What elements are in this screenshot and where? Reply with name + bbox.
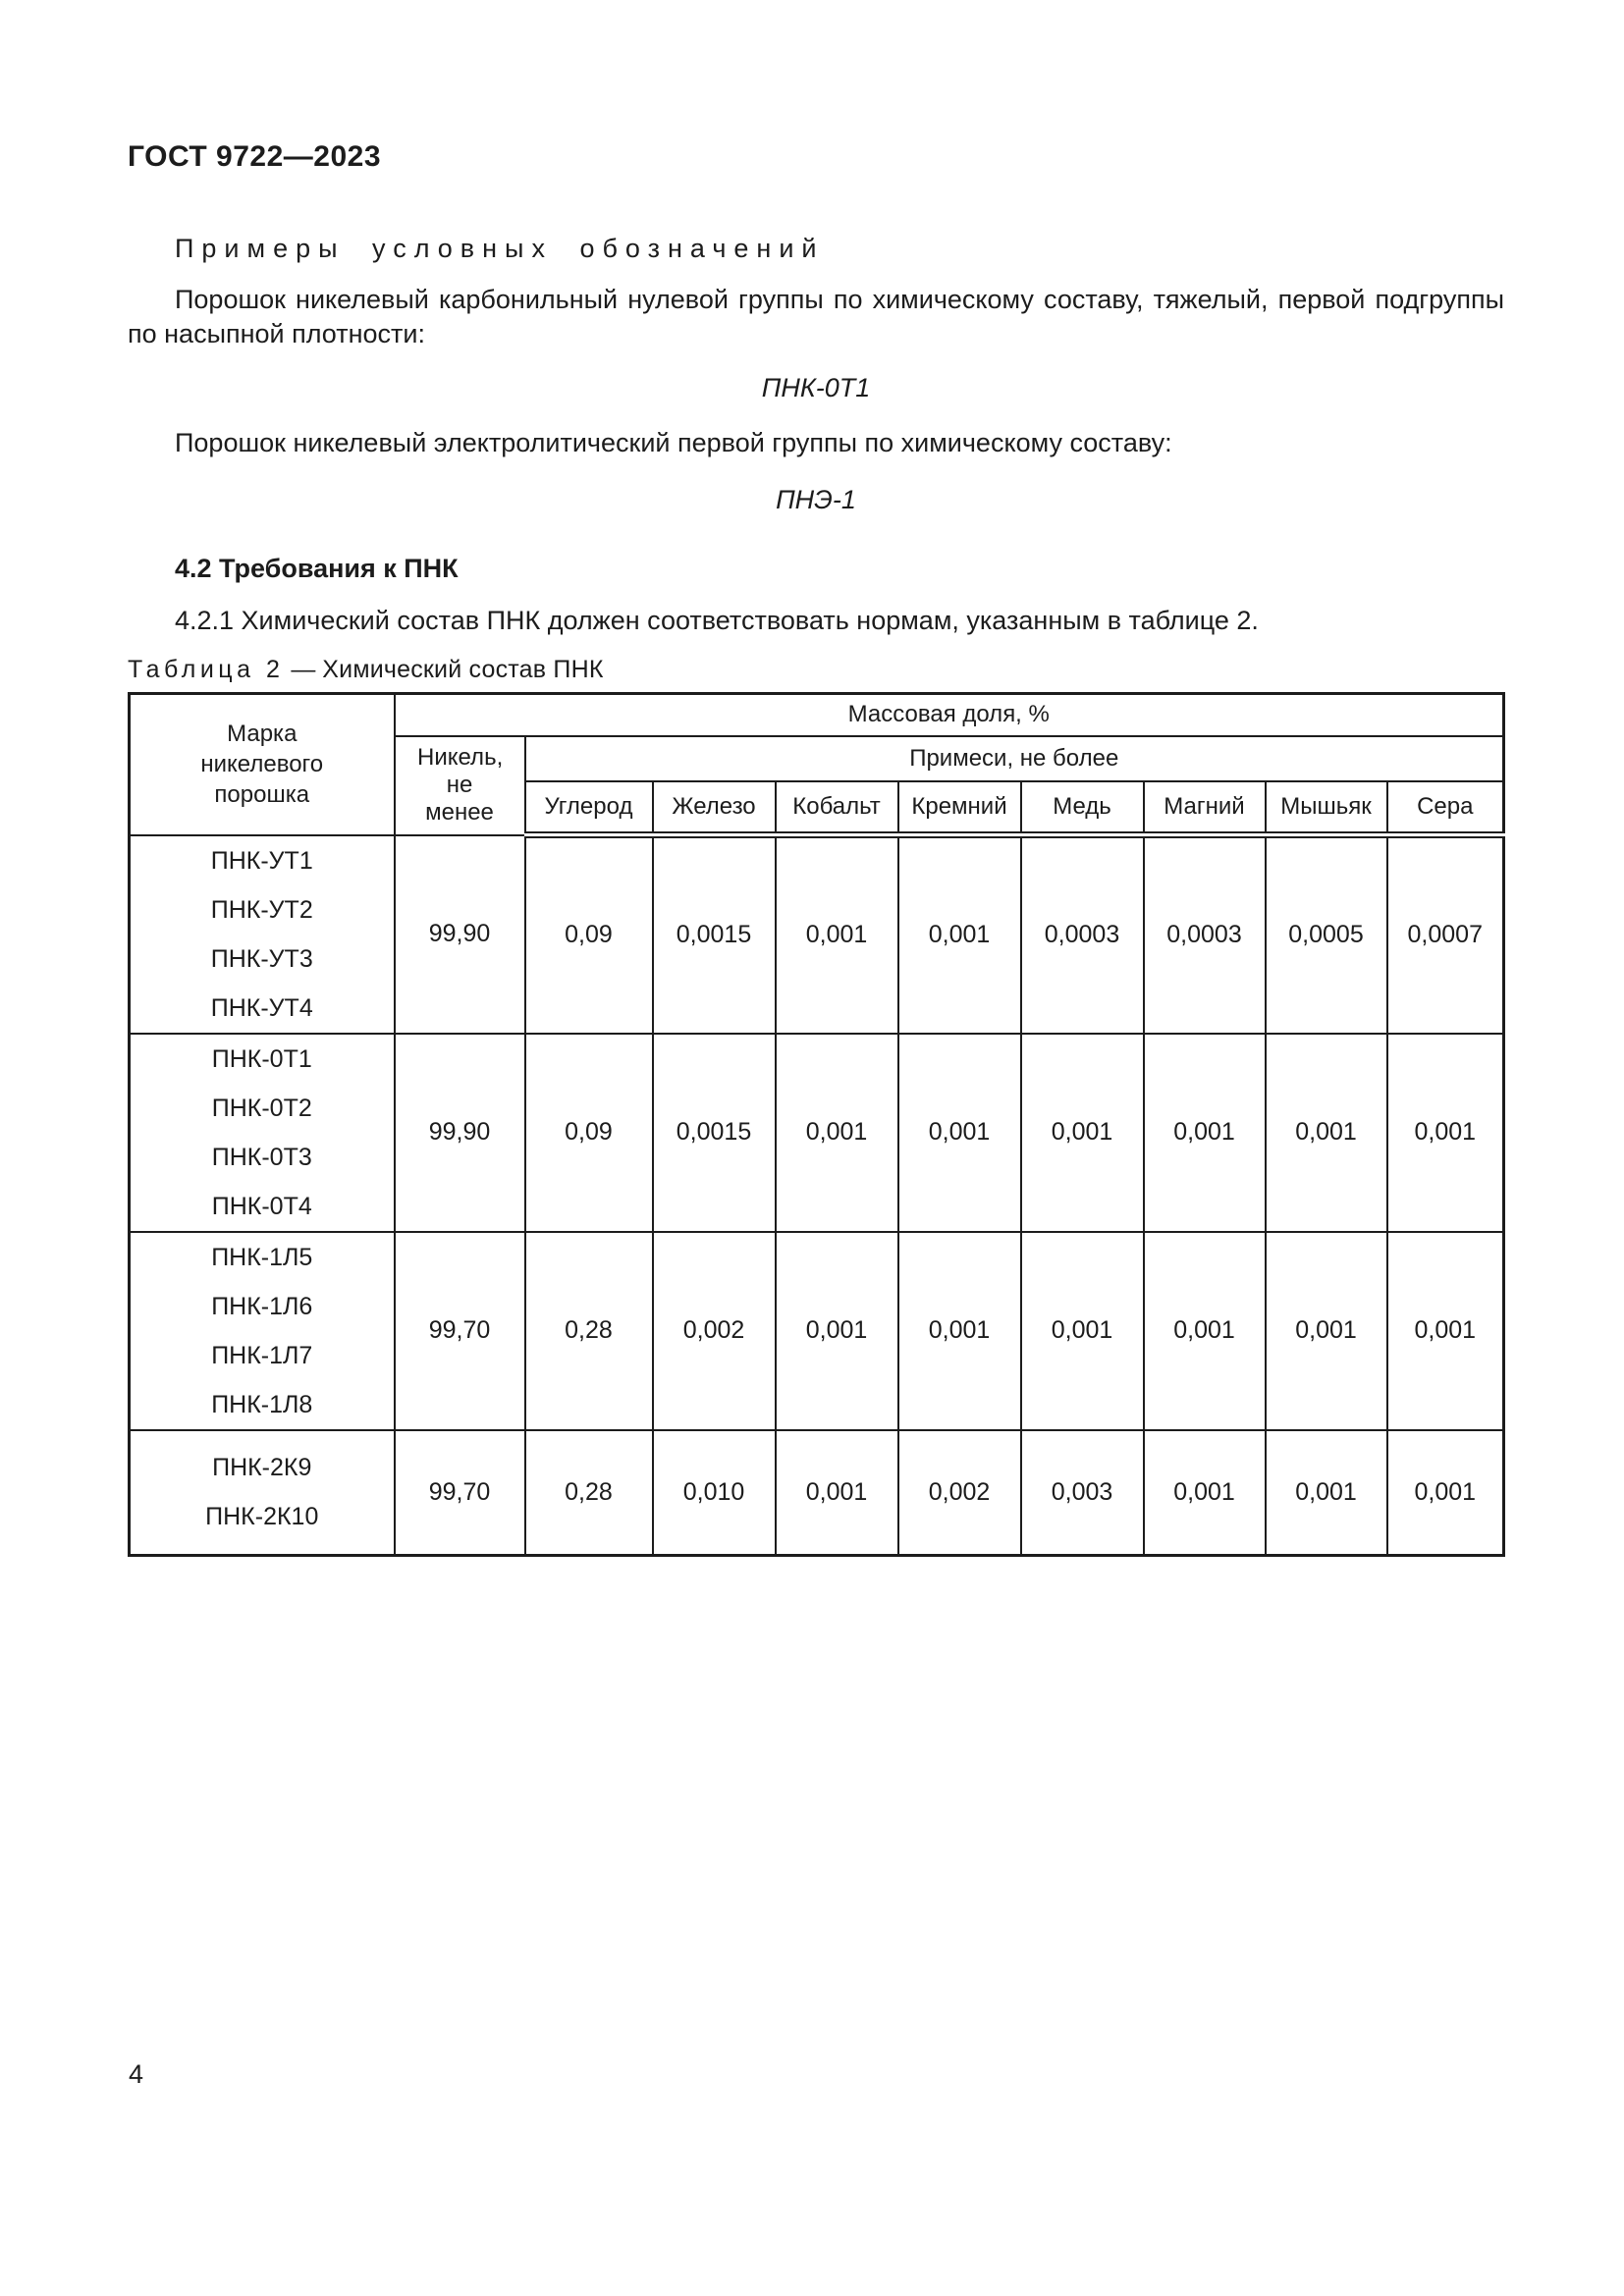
value-silicon: 0,002 xyxy=(896,1428,1022,1557)
header-brand: Марка никелевого порошка xyxy=(128,692,396,836)
value-magnesium: 0,001 xyxy=(1142,1032,1267,1233)
value-arsenic: 0,0005 xyxy=(1264,833,1388,1035)
value-cobalt: 0,001 xyxy=(774,1230,899,1431)
header-sulfur: Сера xyxy=(1385,779,1505,838)
value-carbon: 0,28 xyxy=(523,1230,654,1431)
examples-heading: Примеры условных обозначений xyxy=(175,234,825,263)
value-arsenic: 0,001 xyxy=(1264,1032,1388,1233)
value-cobalt: 0,001 xyxy=(774,833,899,1035)
table-caption-title: Химический состав ПНК xyxy=(322,656,604,683)
table-row-group-2k: ПНК-2К9 ПНК-2К10 99,70 0,28 0,010 0,001 … xyxy=(128,1428,1505,1557)
value-sulfur: 0,001 xyxy=(1385,1230,1505,1431)
value-copper: 0,001 xyxy=(1019,1032,1145,1233)
brand-label: ПНК-0Т2 xyxy=(211,1094,312,1122)
table-caption-label: Таблица 2 xyxy=(128,656,285,683)
header-nickel: Никель, не менее xyxy=(393,734,526,836)
value-copper: 0,0003 xyxy=(1019,833,1145,1035)
section-heading-4-2: 4.2 Требования к ПНК xyxy=(175,554,459,583)
brand-label: ПНК-0Т3 xyxy=(211,1143,312,1171)
table-caption-dash: — xyxy=(291,656,316,683)
value-silicon: 0,001 xyxy=(896,1032,1022,1233)
value-sulfur: 0,0007 xyxy=(1385,833,1505,1035)
value-silicon: 0,001 xyxy=(896,833,1022,1035)
brand-label: ПНК-0Т4 xyxy=(211,1192,312,1220)
brand-cell: ПНК-2К9 ПНК-2К10 xyxy=(128,1428,396,1557)
value-cobalt: 0,001 xyxy=(774,1428,899,1557)
brand-label: ПНК-УТ2 xyxy=(210,895,313,924)
value-sulfur: 0,001 xyxy=(1385,1428,1505,1557)
page-number: 4 xyxy=(129,2059,144,2089)
designation-pne-1: ПНЭ-1 xyxy=(776,485,856,514)
value-magnesium: 0,001 xyxy=(1142,1428,1267,1557)
designation-pnk-0t1: ПНК-0Т1 xyxy=(761,373,871,402)
paragraph-electrolytic: Порошок никелевый электролитический перв… xyxy=(175,428,1172,457)
header-arsenic: Мышьяк xyxy=(1264,779,1388,838)
header-cobalt: Кобальт xyxy=(774,779,899,838)
brand-label: ПНК-0Т1 xyxy=(211,1044,312,1073)
table-body: ПНК-УТ1 ПНК-УТ2 ПНК-УТ3 ПНК-УТ4 99,90 0,… xyxy=(128,833,1505,1557)
value-copper: 0,001 xyxy=(1019,1230,1145,1431)
page-content: ГОСТ 9722—2023 Примеры условных обозначе… xyxy=(128,0,1506,1557)
value-iron: 0,002 xyxy=(651,1230,777,1431)
value-nickel: 99,70 xyxy=(393,1230,526,1431)
chemical-composition-table: Марка никелевого порошка Массовая доля, … xyxy=(128,692,1506,1557)
brand-label: ПНК-1Л7 xyxy=(211,1341,313,1369)
value-iron: 0,0015 xyxy=(651,833,777,1035)
header-mass-fraction: Массовая доля, % xyxy=(393,692,1505,737)
table-row-group-ut: ПНК-УТ1 ПНК-УТ2 ПНК-УТ3 ПНК-УТ4 99,90 0,… xyxy=(128,833,1505,1035)
value-arsenic: 0,001 xyxy=(1264,1230,1388,1431)
value-copper: 0,003 xyxy=(1019,1428,1145,1557)
brand-label: ПНК-2К10 xyxy=(205,1503,319,1531)
brand-label: ПНК-УТ4 xyxy=(210,993,313,1022)
header-copper: Медь xyxy=(1019,779,1145,838)
table-head: Марка никелевого порошка Массовая доля, … xyxy=(128,692,1505,838)
value-carbon: 0,09 xyxy=(523,833,654,1035)
value-sulfur: 0,001 xyxy=(1385,1032,1505,1233)
header-brand-label: Марка никелевого порошка xyxy=(200,721,324,809)
header-row-impurities: Никель, не менее Примеси, не более xyxy=(130,734,1505,836)
value-magnesium: 0,0003 xyxy=(1142,833,1267,1035)
header-row-mass-fraction: Марка никелевого порошка Массовая доля, … xyxy=(128,692,1505,836)
clause-4-2-1: 4.2.1 Химический состав ПНК должен соотв… xyxy=(175,606,1259,635)
brand-label: ПНК-2К9 xyxy=(212,1454,312,1482)
brand-label: ПНК-1Л8 xyxy=(211,1390,313,1418)
document-header: ГОСТ 9722—2023 xyxy=(128,140,382,173)
table-caption: Таблица 2 — Химический состав ПНК xyxy=(128,655,1504,684)
header-impurities: Примеси, не более xyxy=(523,734,1505,782)
value-iron: 0,010 xyxy=(651,1428,777,1557)
header-nickel-label: Никель, не менее xyxy=(417,744,504,826)
brand-cell: ПНК-УТ1 ПНК-УТ2 ПНК-УТ3 ПНК-УТ4 xyxy=(128,833,396,1035)
value-magnesium: 0,001 xyxy=(1142,1230,1267,1431)
header-row-impurity-names: Углерод Железо Кобальт Кремний Медь Магн… xyxy=(130,779,1505,838)
value-carbon: 0,09 xyxy=(523,1032,654,1233)
value-arsenic: 0,001 xyxy=(1264,1428,1388,1557)
value-nickel: 99,70 xyxy=(393,1428,526,1557)
value-carbon: 0,28 xyxy=(523,1428,654,1557)
value-nickel: 99,90 xyxy=(393,833,526,1035)
header-silicon: Кремний xyxy=(896,779,1022,838)
header-magnesium: Магний xyxy=(1142,779,1267,838)
value-nickel: 99,90 xyxy=(393,1032,526,1233)
value-iron: 0,0015 xyxy=(651,1032,777,1233)
table-row-group-1l: ПНК-1Л5 ПНК-1Л6 ПНК-1Л7 ПНК-1Л8 99,70 0,… xyxy=(128,1230,1505,1431)
value-silicon: 0,001 xyxy=(896,1230,1022,1431)
table-row-group-0t: ПНК-0Т1 ПНК-0Т2 ПНК-0Т3 ПНК-0Т4 99,90 0,… xyxy=(128,1032,1505,1233)
brand-label: ПНК-УТ1 xyxy=(210,846,313,875)
paragraph-carbonyl: Порошок никелевый карбонильный нулевой г… xyxy=(128,285,1504,348)
header-carbon: Углерод xyxy=(523,779,654,838)
brand-cell: ПНК-0Т1 ПНК-0Т2 ПНК-0Т3 ПНК-0Т4 xyxy=(128,1032,396,1233)
brand-label: ПНК-1Л6 xyxy=(211,1292,313,1320)
brand-label: ПНК-УТ3 xyxy=(210,944,313,973)
brand-label: ПНК-1Л5 xyxy=(211,1243,313,1271)
value-cobalt: 0,001 xyxy=(774,1032,899,1233)
brand-cell: ПНК-1Л5 ПНК-1Л6 ПНК-1Л7 ПНК-1Л8 xyxy=(128,1230,396,1431)
header-iron: Железо xyxy=(651,779,777,838)
